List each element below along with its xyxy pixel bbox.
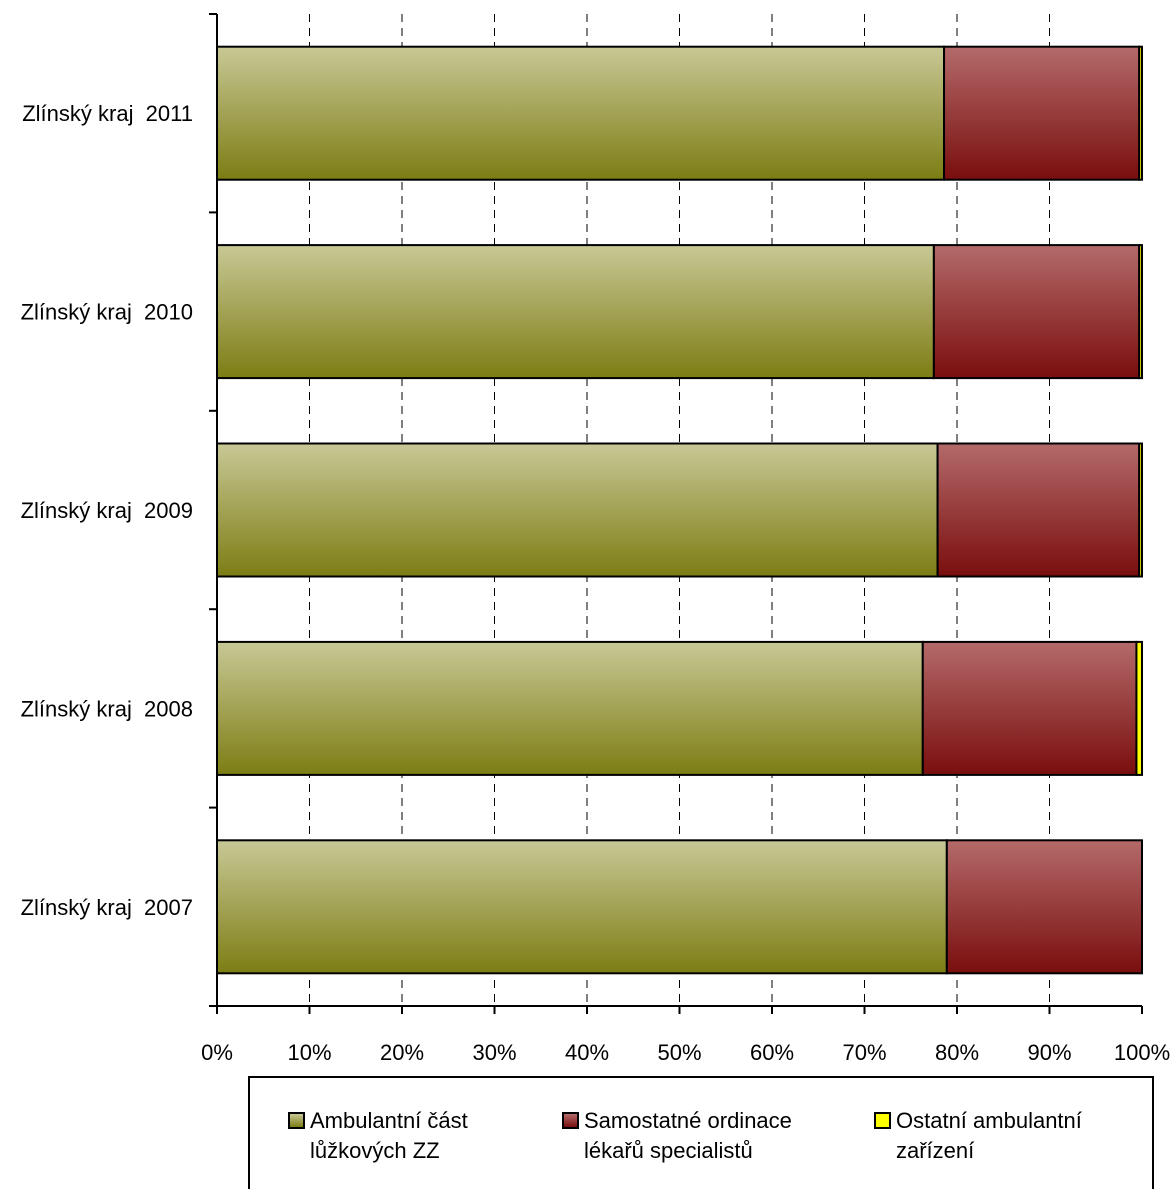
legend-swatch-ambulantni	[288, 1112, 305, 1129]
bar-segment	[1135, 640, 1143, 776]
x-tick-label: 0%	[201, 1040, 233, 1065]
x-tick-label: 100%	[1114, 1040, 1170, 1065]
bar-segment	[1138, 442, 1143, 578]
legend-label-samostatne: Samostatné ordinace lékařů specialistů	[584, 1108, 792, 1163]
bar-segment	[216, 244, 935, 380]
bar-segment	[216, 442, 939, 578]
x-tick-label: 60%	[750, 1040, 794, 1065]
x-tick-label: 50%	[657, 1040, 701, 1065]
legend-item-samostatne: Samostatné ordinace lékařů specialistů	[562, 1106, 792, 1166]
legend-label-ostatni: Ostatní ambulantní zařízení	[896, 1108, 1082, 1163]
axes	[209, 13, 1143, 1014]
stacked-bar-chart: Zlínský kraj 2011 Zlínský kraj 2010 Zlínsk…	[21, 13, 1171, 1065]
bar-segment	[932, 244, 1141, 380]
legend: Ambulantní část lůžkových ZZ Samostatné …	[248, 1076, 1154, 1189]
legend-item-ostatni: Ostatní ambulantní zařízení	[874, 1106, 1082, 1166]
x-tick-label: 30%	[472, 1040, 516, 1065]
x-tick-label: 80%	[935, 1040, 979, 1065]
bar-segment	[1138, 45, 1143, 181]
bar-segment	[921, 640, 1138, 776]
x-tick-label: 90%	[1027, 1040, 1071, 1065]
legend-swatch-ostatni	[874, 1112, 891, 1129]
category-label: Zlínský kraj 2011	[22, 101, 193, 126]
legend-swatch-samostatne	[562, 1112, 579, 1129]
x-tick-label: 70%	[842, 1040, 886, 1065]
category-label: Zlínský kraj 2010	[21, 300, 193, 325]
bar-segment	[216, 45, 946, 181]
bar-segment	[943, 45, 1141, 181]
category-label: Zlínský kraj 2008	[21, 696, 193, 721]
bar-segment	[936, 442, 1141, 578]
category-label: Zlínský kraj 2007	[21, 895, 193, 920]
bar-segment	[1138, 244, 1143, 380]
bar-segment	[216, 839, 948, 975]
bar-segment	[945, 839, 1144, 975]
x-tick-label: 10%	[287, 1040, 331, 1065]
x-tick-label: 40%	[565, 1040, 609, 1065]
legend-item-ambulantni: Ambulantní část lůžkových ZZ	[288, 1106, 468, 1166]
x-tick-label: 20%	[380, 1040, 424, 1065]
category-label: Zlínský kraj 2009	[21, 498, 193, 523]
bar-segment	[216, 640, 924, 776]
labels: Zlínský kraj 2011 Zlínský kraj 2010 Zlínsk…	[21, 101, 1171, 1065]
legend-label-ambulantni: Ambulantní část lůžkových ZZ	[310, 1108, 468, 1163]
bars	[216, 45, 1144, 975]
